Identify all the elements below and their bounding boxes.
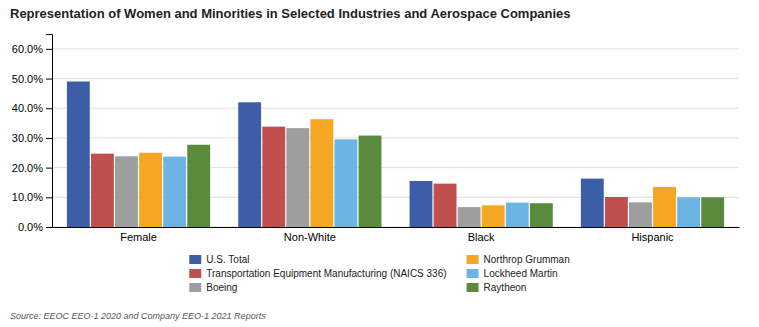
bar <box>530 203 553 227</box>
x-tick: Black <box>468 231 495 243</box>
bar <box>458 207 481 227</box>
y-tick-label: 30.0% <box>12 132 43 144</box>
x-axis-line <box>53 227 740 228</box>
series <box>91 127 628 227</box>
y-tick-mark <box>46 197 52 198</box>
legend-swatch <box>189 255 201 264</box>
legend-swatch <box>189 269 201 278</box>
grid-line <box>52 108 739 109</box>
x-tick-label: Black <box>468 231 495 243</box>
x-tick: Female <box>120 231 157 243</box>
legend-label: U.S. Total <box>206 254 249 265</box>
bar <box>187 145 210 227</box>
legend-swatch <box>467 255 479 264</box>
y-tick-label: 10.0% <box>12 191 43 203</box>
bar <box>701 197 724 227</box>
bar <box>286 128 309 227</box>
bar <box>677 197 700 227</box>
y-tick: 10.0% <box>12 191 52 203</box>
y-tick-mark <box>46 108 52 109</box>
bar <box>163 157 186 227</box>
bar <box>410 181 433 227</box>
y-tick-mark <box>46 49 52 50</box>
y-tick-label: 50.0% <box>12 73 43 85</box>
bar <box>434 184 457 227</box>
bar <box>262 127 285 227</box>
bar <box>581 179 604 227</box>
bar <box>67 82 90 227</box>
y-tick-mark <box>46 79 52 80</box>
bar <box>91 154 114 227</box>
legend-item: Boeing <box>189 282 237 293</box>
series <box>115 128 652 227</box>
bar <box>653 187 676 227</box>
grid <box>52 49 739 227</box>
legend-item: Northrop Grumman <box>467 254 570 265</box>
x-tick-label: Hispanic <box>631 231 674 243</box>
bar <box>605 197 628 227</box>
legend-label: Transportation Equipment Manufacturing (… <box>206 268 446 279</box>
legend-label: Lockheed Martin <box>484 268 558 279</box>
legend-item: Lockheed Martin <box>467 268 558 279</box>
y-axis-line <box>46 35 53 228</box>
series <box>139 119 676 227</box>
bar <box>359 136 382 227</box>
legend-label: Raytheon <box>484 282 527 293</box>
y-tick: 20.0% <box>12 162 52 174</box>
legend-swatch <box>467 283 479 292</box>
bar <box>629 202 652 227</box>
x-tick: Hispanic <box>631 231 674 243</box>
bars <box>67 82 724 227</box>
grid-line <box>52 78 739 79</box>
x-tick-label: Female <box>120 231 157 243</box>
y-tick: 50.0% <box>12 73 52 85</box>
y-tick-mark <box>46 168 52 169</box>
y-tick-mark <box>46 227 52 228</box>
legend: U.S. Total Transportation Equipment Manuf… <box>189 254 569 293</box>
bar <box>238 102 261 227</box>
legend-label: Boeing <box>206 282 237 293</box>
plot: 0.0% 10.0% 20.0% 30.0% 40.0% 50.0% 60.0% Female… <box>12 35 740 243</box>
legend-item: Transportation Equipment Manufacturing (… <box>189 268 446 279</box>
series <box>187 136 724 227</box>
legend-swatch <box>189 283 201 292</box>
y-tick: 60.0% <box>12 43 52 55</box>
legend-label: Northrop Grumman <box>484 254 570 265</box>
legend-swatch <box>467 269 479 278</box>
series <box>67 82 604 227</box>
x-tick: Non-White <box>284 231 336 243</box>
y-tick-label: 20.0% <box>12 162 43 174</box>
chart: Representation of Women and Minorities i… <box>0 0 759 327</box>
bar <box>335 139 358 227</box>
y-tick: 30.0% <box>12 132 52 144</box>
y-axis: 0.0% 10.0% 20.0% 30.0% 40.0% 50.0% 60.0% <box>12 35 53 234</box>
grid-line <box>52 48 739 49</box>
y-tick-mark <box>46 138 52 139</box>
legend-item: U.S. Total <box>189 254 249 265</box>
y-tick-label: 60.0% <box>12 43 43 55</box>
bar <box>482 205 505 227</box>
legend-item: Raytheon <box>467 282 527 293</box>
x-axis: Female Non-White Black Hispanic <box>53 228 740 243</box>
title: Representation of Women and Minorities i… <box>10 6 571 21</box>
x-tick-label: Non-White <box>284 231 336 243</box>
bar <box>115 156 138 227</box>
grid-line <box>52 137 739 138</box>
annotation: Source: EEOC EEO-1 2020 and Company EEO-… <box>10 311 266 321</box>
y-tick-label: 40.0% <box>12 102 43 114</box>
bar <box>310 119 333 227</box>
y-tick-label: 0.0% <box>18 221 43 233</box>
y-tick: 40.0% <box>12 102 52 114</box>
bar <box>506 203 529 227</box>
series <box>163 139 700 227</box>
bar <box>139 153 162 227</box>
y-tick: 0.0% <box>18 221 52 233</box>
